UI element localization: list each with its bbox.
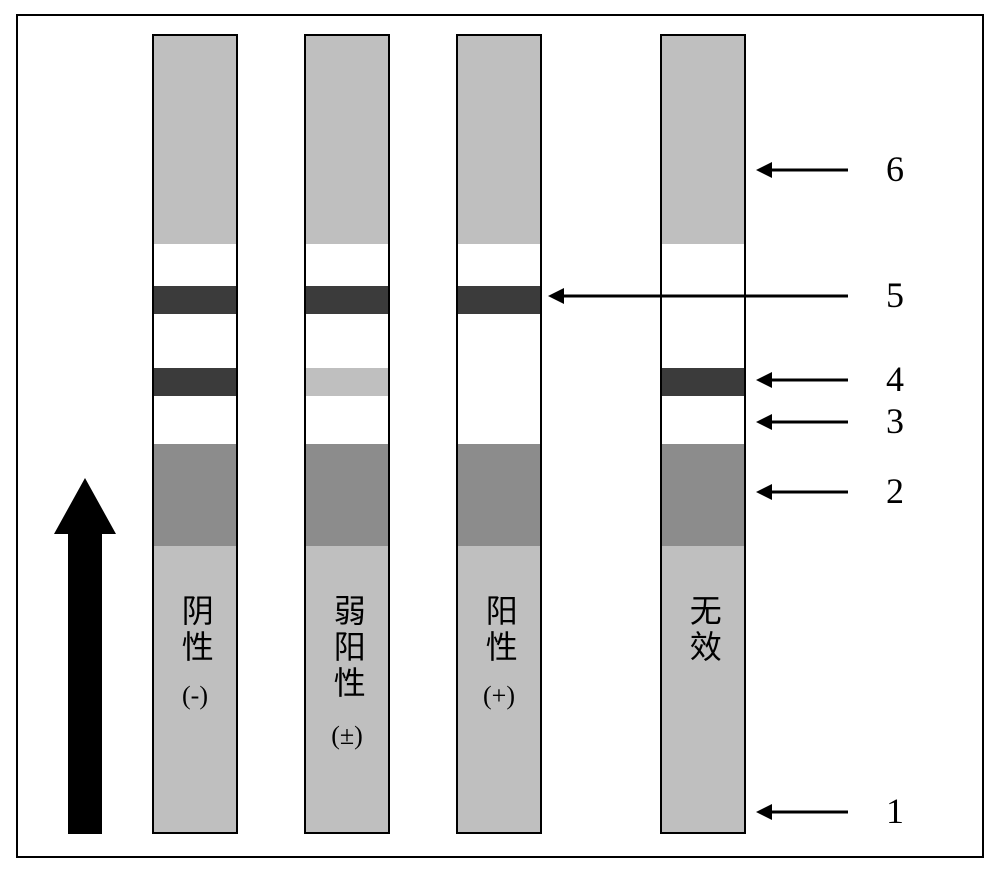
segment-mid_white (662, 314, 744, 368)
annotation-arrow-1 (754, 800, 850, 824)
segment-upper_white (458, 244, 540, 286)
annotation-number: 2 (886, 470, 904, 512)
segment-conjugate_pad (662, 444, 744, 546)
flow-direction-arrow-icon (54, 478, 116, 834)
strip-body (660, 34, 746, 834)
segment-conjugate_pad (458, 444, 540, 546)
strip-label: 阴性 (178, 594, 212, 666)
segment-t_line (306, 368, 388, 396)
strip-sublabel: (+) (483, 682, 515, 709)
annotation-arrow-5 (546, 284, 850, 308)
segment-conjugate_pad (306, 444, 388, 546)
annotation-number: 1 (886, 790, 904, 832)
segment-c_line (306, 286, 388, 314)
segment-t_line (154, 368, 236, 396)
segment-sample_pad (662, 546, 744, 834)
annotation-number: 6 (886, 148, 904, 190)
segment-absorbent_top (306, 36, 388, 244)
strip-label: 弱阳性 (330, 594, 364, 702)
annotation-number: 3 (886, 400, 904, 442)
segment-c_line (458, 286, 540, 314)
strip-weak-positive: 弱阳性 (±) (304, 34, 390, 834)
strip-negative: 阴性 (-) (152, 34, 238, 834)
segment-mid_white (154, 314, 236, 368)
segment-lower_white (662, 396, 744, 444)
annotation-number: 5 (886, 274, 904, 316)
segment-lower_white (458, 396, 540, 444)
strip-sublabel: (-) (182, 682, 208, 709)
annotation-number: 4 (886, 358, 904, 400)
segment-mid_white (306, 314, 388, 368)
strip-positive: 阳性 (+) (456, 34, 542, 834)
strip-invalid: 无效 (660, 34, 746, 834)
strip-body (304, 34, 390, 834)
segment-mid_white (458, 314, 540, 368)
segment-absorbent_top (458, 36, 540, 244)
segment-upper_white (306, 244, 388, 286)
segment-upper_white (662, 244, 744, 286)
annotation-arrow-2 (754, 480, 850, 504)
segment-absorbent_top (662, 36, 744, 244)
annotation-arrow-4 (754, 368, 850, 392)
segment-t_line (662, 368, 744, 396)
strip-body (152, 34, 238, 834)
segment-lower_white (154, 396, 236, 444)
segment-c_line (154, 286, 236, 314)
strip-label: 阳性 (482, 594, 516, 666)
segment-absorbent_top (154, 36, 236, 244)
strip-label: 无效 (686, 594, 720, 666)
segment-t_line (458, 368, 540, 396)
segment-upper_white (154, 244, 236, 286)
annotation-arrow-6 (754, 158, 850, 182)
strip-body (456, 34, 542, 834)
segment-conjugate_pad (154, 444, 236, 546)
annotation-arrow-3 (754, 410, 850, 434)
segment-lower_white (306, 396, 388, 444)
strip-sublabel: (±) (331, 722, 363, 749)
